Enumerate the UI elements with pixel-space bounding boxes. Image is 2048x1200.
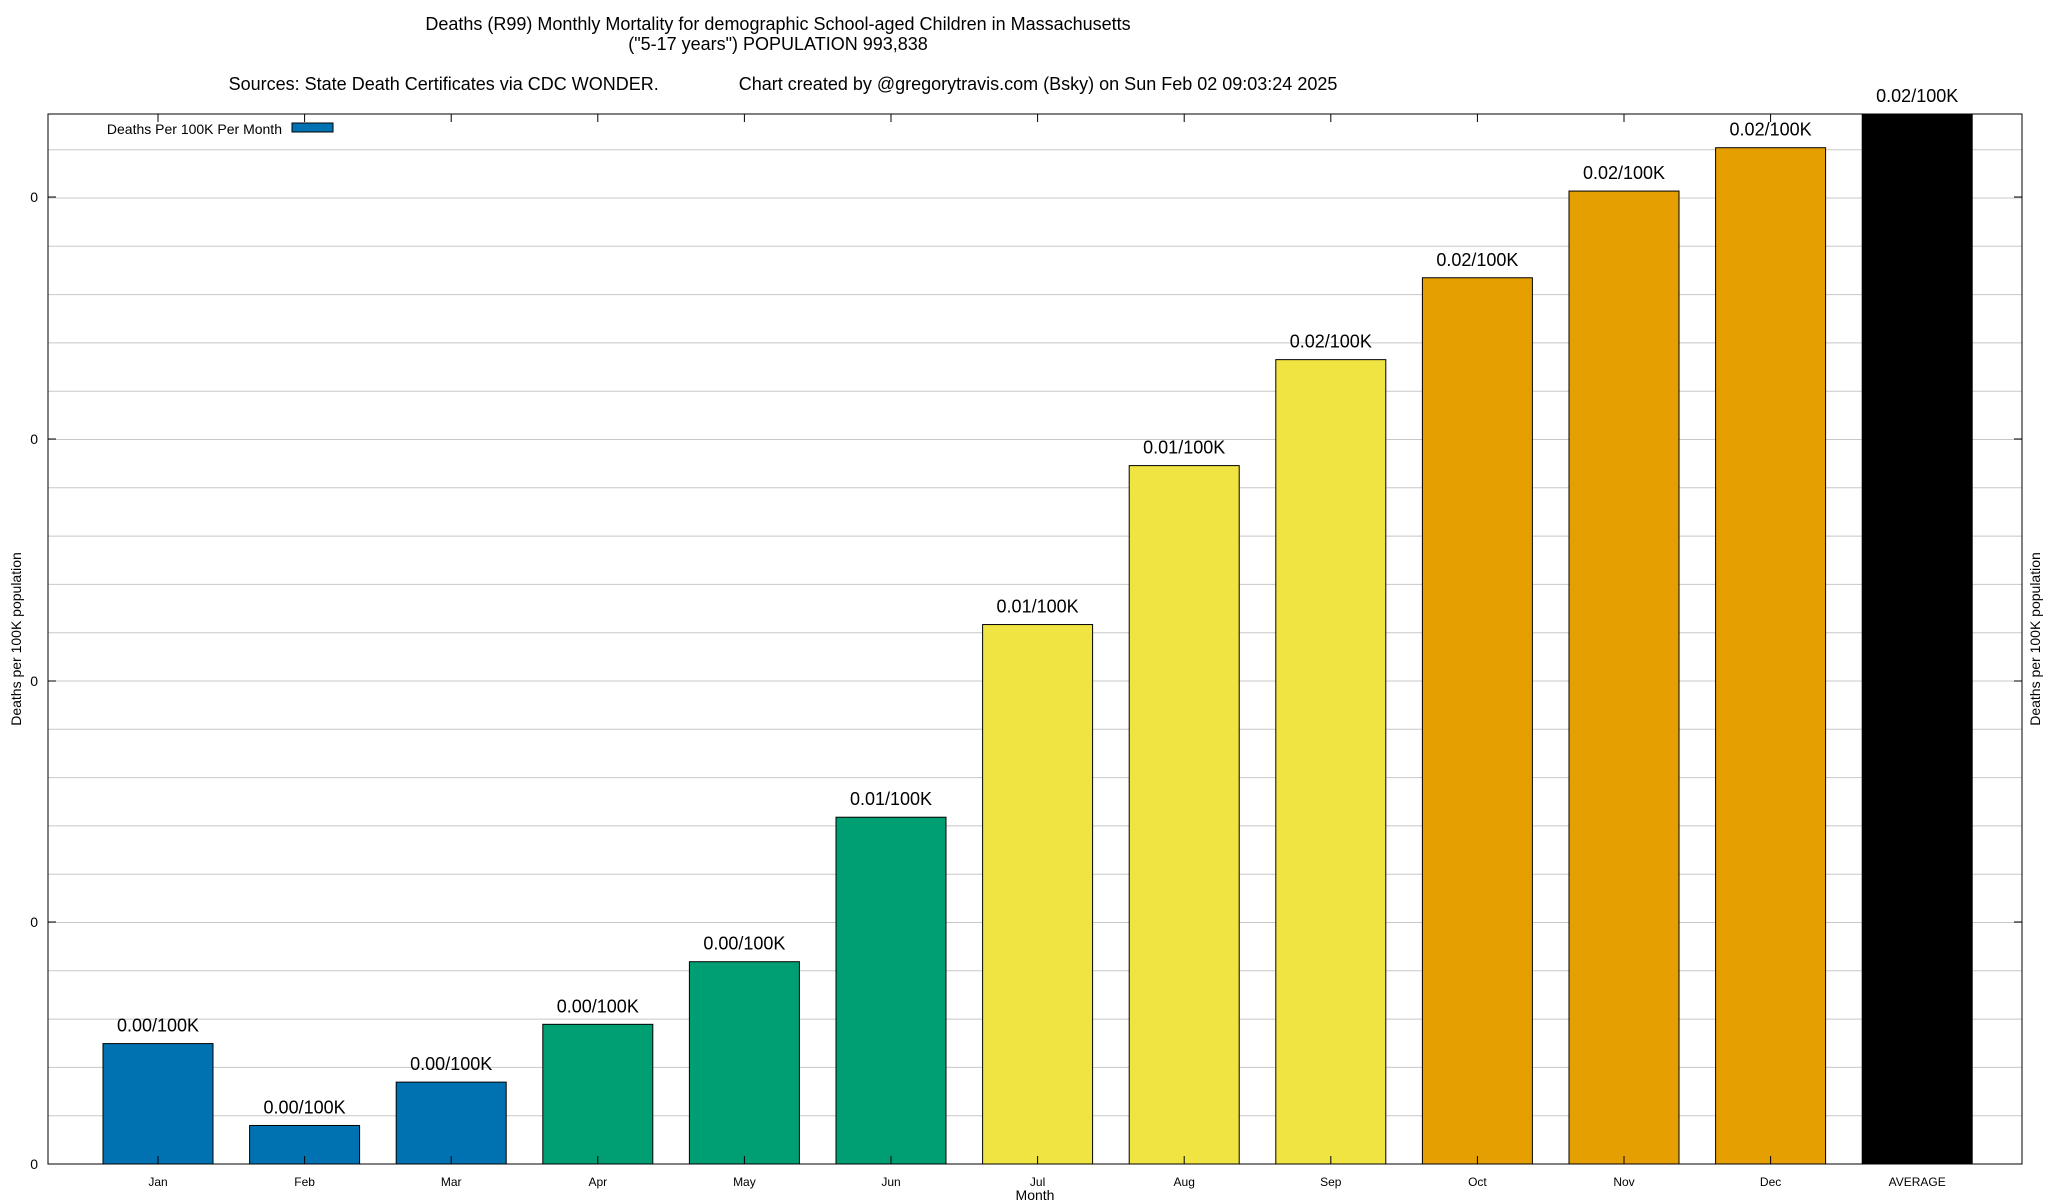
x-tick-label: Aug [1174,1175,1195,1189]
y-axis-ticks: 0 0 0 0 0 [30,189,2022,1172]
legend: Deaths Per 100K Per Month [107,121,334,137]
x-tick-label: Jan [148,1175,167,1189]
sources-text: Sources: State Death Certificates via CD… [228,74,659,94]
x-tick-label: Nov [1613,1175,1634,1189]
x-tick-label: Jun [881,1175,900,1189]
data-label: 0.00/100K [117,1016,199,1036]
legend-label: Deaths Per 100K Per Month [107,121,282,137]
chart-title: Deaths (R99) Monthly Mortality for demog… [425,14,1131,34]
bars: 0.00/100K 0.00/100K 0.00/100K 0.00/100K 0.00… [102,86,1973,1165]
bar-jul [982,624,1094,1165]
y-tick-label: 0 [30,914,38,930]
x-tick-label: Mar [441,1175,462,1189]
bar-mar [395,1081,507,1165]
data-label: 0.00/100K [557,996,639,1016]
y-tick-label: 0 [30,673,38,689]
grid-lines [48,149,2022,1117]
bar-dec [1715,147,1827,1165]
y-axis-title: Deaths per 100K population [8,552,24,726]
x-tick-label: Oct [1468,1175,1487,1189]
bar-jun [835,816,947,1165]
credit-text: Chart created by @gregorytravis.com (Bsk… [738,74,1338,94]
x-tick-label: Dec [1760,1175,1781,1189]
data-label: 0.02/100K [1876,86,1958,106]
y-tick-label: 0 [30,1156,38,1172]
x-tick-label: Feb [294,1175,315,1189]
bar-jan [102,1043,214,1165]
x-tick-label: May [733,1175,756,1189]
data-label: 0.01/100K [997,597,1079,617]
data-label: 0.02/100K [1290,332,1372,352]
x-tick-label: Apr [588,1175,607,1189]
data-label: 0.00/100K [703,934,785,954]
y-axis-title-right: Deaths per 100K population [2027,552,2043,726]
bar-sep [1275,359,1387,1165]
bar-may [688,961,800,1165]
bar-oct [1421,277,1533,1165]
y-tick-label: 0 [30,431,38,447]
x-tick-label: Jul [1030,1175,1045,1189]
x-axis-ticks: Jan Feb Mar Apr May Jun Jul Aug Sep Oct Nov Dec AVER… [148,114,1946,1189]
chart-sources-credit: Sources: State Death Certificates via CD… [0,54,1556,94]
data-label: 0.00/100K [410,1054,492,1074]
chart-subtitle: ("5-17 years") POPULATION 993,838 [628,34,928,54]
bar-aug [1128,465,1240,1165]
x-tick-label: AVERAGE [1889,1175,1946,1189]
bar-apr [542,1023,654,1165]
data-label: 0.00/100K [264,1097,346,1117]
data-label: 0.02/100K [1730,120,1812,140]
data-label: 0.02/100K [1436,250,1518,270]
x-tick-label: Sep [1320,1175,1342,1189]
x-axis-title: Month [1016,1187,1055,1200]
data-label: 0.02/100K [1583,163,1665,183]
y-tick-label: 0 [30,189,38,205]
bar-nov [1568,190,1680,1165]
bar-average [1861,113,1973,1165]
data-label: 0.01/100K [1143,438,1225,458]
legend-swatch [291,122,334,133]
data-label: 0.01/100K [850,789,932,809]
